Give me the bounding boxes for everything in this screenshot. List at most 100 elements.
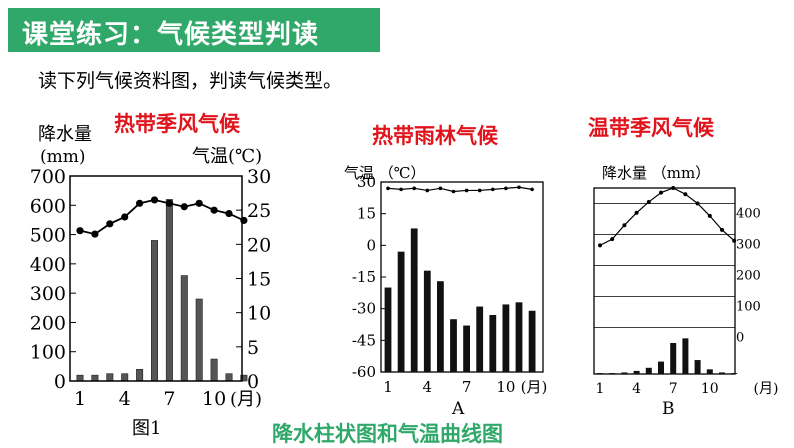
chart1-precip-tick-label: 500 [30,225,66,247]
chart1-temp-tick-label: 0 [247,371,259,393]
chartA-temp-point [530,187,534,192]
chartA-month-tick-label: (月) [521,378,548,396]
caption-text: 降水柱状图和气温曲线图 [272,422,503,446]
chartA-month-tick-label: 4 [423,378,433,396]
chartA-bar [528,310,536,372]
chartA-bar [502,304,510,372]
chartB-precip-tick-label: 300 [736,238,761,253]
chartB-temp-point [671,186,676,190]
chartB-bar [706,369,713,374]
chartA-figure-label: A [451,399,465,419]
chartA-temp-point [412,186,417,191]
chart1-temp-label: 气温(℃) [192,146,262,167]
chartB-temp-point [622,223,627,228]
chartA-temp-tick-label: -15 [352,268,376,286]
chartA-temp-point [477,188,482,193]
chart1-answer-label: 热带季风气候 [114,112,240,136]
chartA-temp-point [438,186,443,191]
chartB-bar [670,343,677,374]
chart1-temp-tick-label: 25 [247,200,271,222]
chartA-temp-line [387,186,533,193]
chartA-temp-point [425,188,430,193]
chartB-temp-point [634,210,639,215]
chartA-temp-point [399,187,403,192]
chartB-month-tick-label: 7 [669,381,678,397]
chartA-month-tick-label: 1 [383,378,393,396]
instruction-text: 读下列气候资料图，判读气候类型。 [38,70,343,92]
chart1-figure-label: 图1 [132,418,161,439]
chartB-month-tick-label: 4 [632,381,641,397]
chartA-temp-point [491,187,495,192]
chart1-temp-tick-label: 20 [247,234,271,256]
chart1-precip-tick-label: 200 [30,312,66,334]
chart1-precip-tick-label: 600 [30,195,66,217]
chart1-temp-point [76,227,84,235]
chart1-precip-bar [240,374,248,382]
chartA-bar [450,319,457,372]
chartB-precip-label: 降水量 （mm） [602,164,710,182]
chart1-temp-tick-label: 30 [247,166,271,188]
chartB-bar [658,361,664,374]
chartB-bar [597,373,603,374]
chartB-bar [719,372,725,374]
chart1-temp-point [91,230,99,238]
chart1-month-unit: (月) [230,389,262,410]
chart1-temp-point [180,203,188,211]
chartA-bar [515,302,523,372]
chartB-answer-label: 温带季风气候 [588,116,714,140]
chartA-temp-label: 气温 （℃） [344,164,426,182]
chartB-temp-point [610,237,615,242]
chartA-bar [397,251,405,372]
chartA-temp-point [517,185,521,190]
chartA-temp-tick-label: -45 [352,331,376,349]
chartA-temp-tick-label: 30 [357,173,376,191]
chart1-precip-tick-label: 100 [30,342,66,364]
chart1-temp-tick-label: 10 [247,303,271,325]
chartB-temp-point [732,238,737,243]
chart1-month-tick-label: 4 [119,388,131,410]
chart1-temp-point [195,199,203,207]
chart1-month-tick-label: 7 [163,388,175,410]
chartB-bar [682,338,689,374]
chart1-precip-tick-label: 0 [54,371,66,393]
chartB-temp-point [695,201,700,206]
chartB-temp-point [683,192,688,197]
chartB-temp-point [720,227,724,232]
chartA-answer-label: 热带雨林气候 [372,124,498,148]
chartA-temp-tick-label: 0 [366,236,376,254]
chart1-precip-label: 降水量 [38,124,92,145]
chartB-month-tick-label: 1 [596,381,605,397]
chartB-precip-tick-label: 0 [736,331,744,346]
chartA-bar [489,315,497,372]
chartB-temp-point [707,213,712,218]
chartB-temp-point [646,199,651,204]
chartB-bar [633,370,640,374]
chart1-temp-tick-label: 15 [247,269,271,291]
chartB-temp-point [598,243,602,248]
chartA-bar [476,306,484,372]
chartB-plot-frame [593,187,736,375]
chart1-temp-point [165,199,173,207]
chartA-temp-tick-label: -60 [352,363,376,381]
chart1-plot-frame [69,175,243,382]
chartB-bar [694,360,701,374]
title-banner: 课堂练习：气候类型判读 [8,8,380,52]
chartB-bar [731,373,738,374]
chartA-month-tick-label: 7 [462,378,472,396]
chartB-precip-tick-label: 200 [736,269,761,284]
chartA-temp-tick-label: -30 [352,300,376,318]
chartA-bar [437,281,444,372]
chartA-bar [423,270,431,372]
chartA-temp-point [504,186,508,191]
chartA-temp-tick-label: 15 [357,205,376,223]
chartA-bar [410,228,418,372]
chartB-temp-line [599,187,735,246]
chart1-precip-tick-label: 400 [30,254,66,276]
chart1-temp-point [225,209,233,218]
chartA-month-tick-label: 10 [496,378,515,396]
chart1-temp-point [210,206,218,214]
page-title: 课堂练习：气候类型判读 [22,20,320,50]
